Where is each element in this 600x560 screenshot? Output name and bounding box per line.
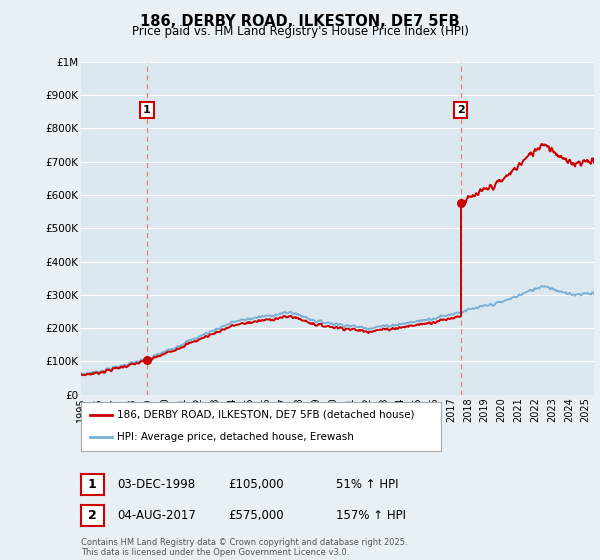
Text: 2: 2 — [88, 508, 97, 522]
Text: 1: 1 — [143, 105, 151, 115]
Text: HPI: Average price, detached house, Erewash: HPI: Average price, detached house, Erew… — [117, 432, 354, 442]
Text: 186, DERBY ROAD, ILKESTON, DE7 5FB: 186, DERBY ROAD, ILKESTON, DE7 5FB — [140, 14, 460, 29]
Text: 51% ↑ HPI: 51% ↑ HPI — [336, 478, 398, 491]
Text: 03-DEC-1998: 03-DEC-1998 — [117, 478, 195, 491]
Text: £575,000: £575,000 — [228, 508, 284, 522]
Text: 1: 1 — [88, 478, 97, 491]
Text: 04-AUG-2017: 04-AUG-2017 — [117, 508, 196, 522]
Text: 157% ↑ HPI: 157% ↑ HPI — [336, 508, 406, 522]
Text: 2: 2 — [457, 105, 464, 115]
Text: £105,000: £105,000 — [228, 478, 284, 491]
Text: Contains HM Land Registry data © Crown copyright and database right 2025.
This d: Contains HM Land Registry data © Crown c… — [81, 538, 407, 557]
Text: Price paid vs. HM Land Registry's House Price Index (HPI): Price paid vs. HM Land Registry's House … — [131, 25, 469, 38]
Text: 186, DERBY ROAD, ILKESTON, DE7 5FB (detached house): 186, DERBY ROAD, ILKESTON, DE7 5FB (deta… — [117, 410, 415, 420]
